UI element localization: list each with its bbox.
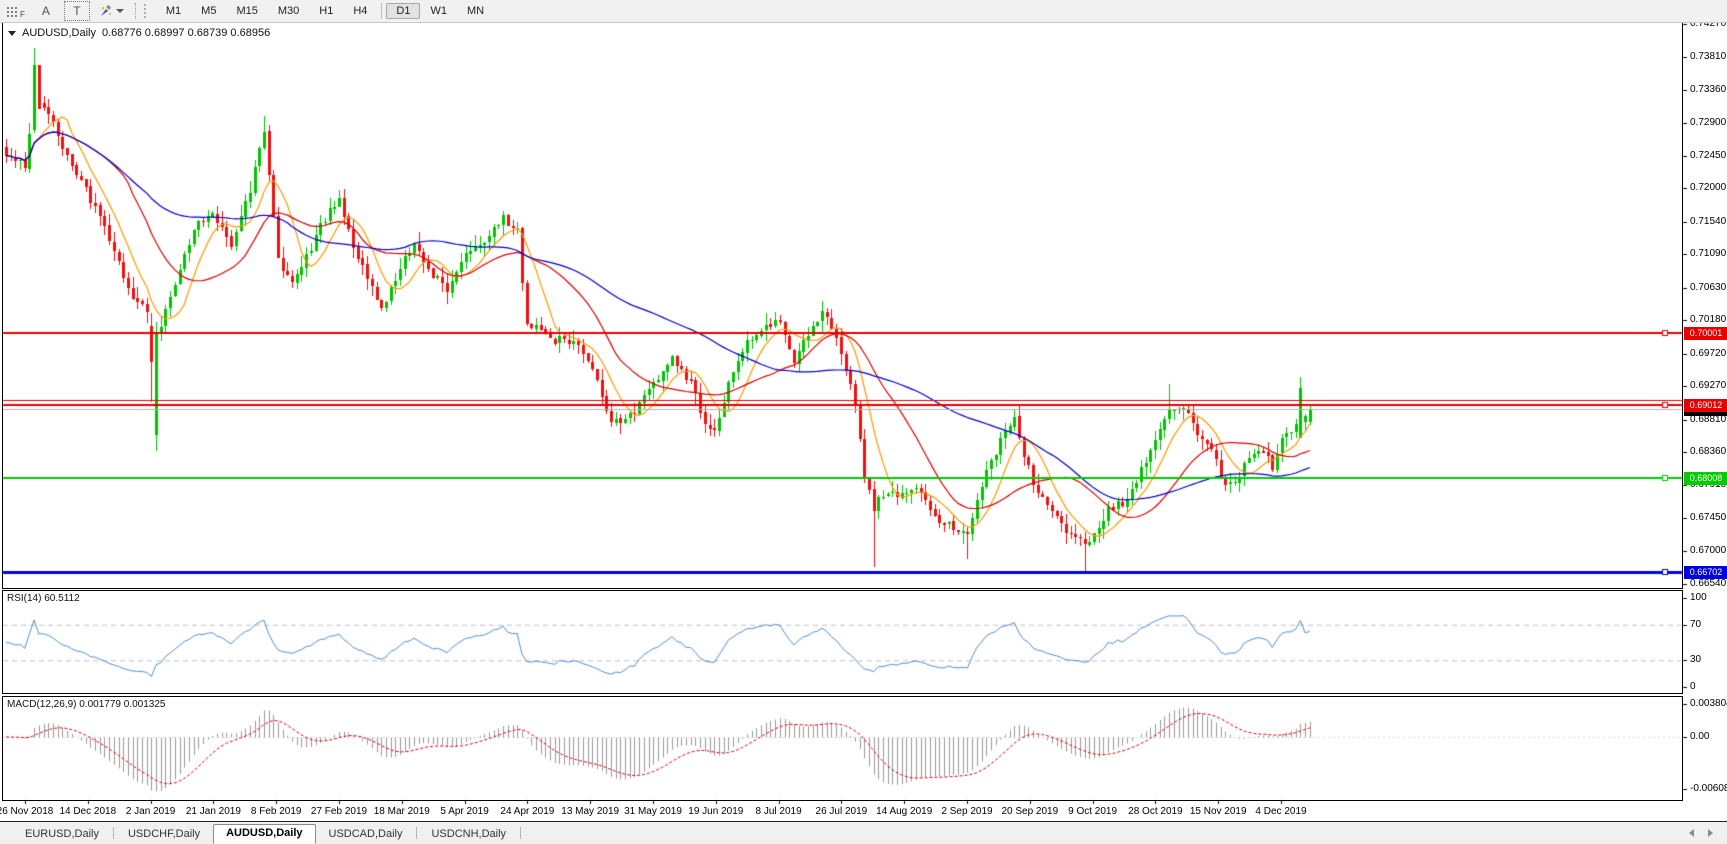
date-label: 15 Nov 2019 [1189, 806, 1247, 817]
date-label: 14 Dec 2018 [59, 806, 117, 817]
price-tick-label: 0.73810 [1690, 51, 1727, 63]
date-label: 2 Sep 2019 [941, 806, 993, 817]
timeframe-m1[interactable]: M1 [165, 5, 182, 17]
date-label: 21 Jan 2019 [185, 806, 241, 817]
timeframe-group-separator [381, 3, 383, 19]
rsi-tick-label: 0 [1690, 681, 1696, 692]
tab-usdchf-daily[interactable]: USDCHF,Daily [127, 828, 201, 840]
timeframe-d1[interactable]: D1 [386, 3, 421, 19]
toolbar-drag-handle[interactable] [143, 4, 150, 18]
text-box-tool-icon[interactable]: T [63, 1, 90, 21]
date-label: 8 Jul 2019 [755, 806, 802, 817]
dropdown-caret-icon[interactable] [115, 9, 124, 13]
price-tick-label: 0.71090 [1690, 248, 1727, 260]
textbox-tool-glyph: T [73, 4, 81, 18]
rsi-tick-label: 100 [1690, 592, 1707, 603]
price-tick-label: 0.74270 [1690, 18, 1727, 29]
macd-tick-label: -0.006087 [1690, 783, 1727, 795]
timeframe-mn[interactable]: MN [466, 5, 485, 17]
price-tick-label: 0.73360 [1690, 83, 1727, 95]
tab-eurusd-daily[interactable]: EURUSD,Daily [25, 828, 99, 840]
price-tick-label: 0.72000 [1690, 182, 1727, 194]
tab-usdcad-daily[interactable]: USDCAD,Daily [328, 828, 403, 840]
text-label-tool-icon[interactable]: A [34, 2, 58, 20]
date-label: 18 Mar 2019 [373, 806, 430, 817]
tab-scroll-left-icon[interactable] [1689, 829, 1694, 837]
symbol-tabs: EURUSD,Daily USDCHF,Daily AUDUSD,Daily USDC… [12, 824, 522, 844]
price-tick-label: 0.70180 [1690, 314, 1727, 326]
date-label: 27 Feb 2019 [310, 806, 368, 817]
timeframe-w1[interactable]: W1 [430, 5, 447, 17]
date-label: 26 Jul 2019 [815, 806, 868, 817]
price-tick-label: 0.69720 [1690, 347, 1727, 359]
date-label: 31 May 2019 [624, 806, 682, 817]
brush-tool-icon[interactable] [96, 2, 127, 20]
crosshair-label: F [20, 9, 25, 19]
timeframe-h4[interactable]: H4 [353, 5, 368, 17]
date-label: 9 Oct 2019 [1068, 806, 1118, 817]
text-tool-glyph: A [41, 4, 50, 18]
price-tick-label: 0.67450 [1690, 512, 1727, 524]
timeframe-toolbar: M1 M5 M15 M30 H1 H4 D1 W1 MN [156, 3, 494, 19]
hline-price-badge: 0.69012 [1684, 398, 1727, 412]
symbol-label: AUDUSD,Daily [22, 27, 96, 39]
crosshair-icon[interactable]: F [3, 2, 28, 20]
timeframe-m5[interactable]: M5 [201, 5, 217, 17]
date-label: 4 Dec 2019 [1255, 806, 1307, 817]
timeframe-m30[interactable]: M30 [277, 5, 300, 17]
price-tick-label: 0.69270 [1690, 380, 1727, 392]
tab-scroll-right-icon[interactable] [1708, 829, 1713, 837]
date-label: 14 Aug 2019 [876, 806, 933, 817]
tab-usdcnh-daily[interactable]: USDCNH,Daily [431, 828, 507, 840]
price-tick-label: 0.70630 [1690, 281, 1727, 293]
tab-separator [416, 827, 418, 839]
chart-toolbar: F A T M1 M5 M15 M30 H1 H4 D1 W1 MN [0, 0, 1727, 23]
date-label: 19 Jun 2019 [688, 806, 744, 817]
timeframe-m15[interactable]: M15 [236, 5, 258, 17]
date-label: 8 Feb 2019 [250, 806, 302, 817]
price-tick-label: 0.68360 [1690, 446, 1727, 458]
indicator-label-macd: MACD(12,26,9) 0.001779 0.001325 [7, 699, 166, 710]
hline-price-badge: 0.68008 [1684, 471, 1727, 485]
macd-tick-label: 0.00 [1690, 731, 1710, 742]
date-label: 26 Nov 2018 [0, 806, 54, 817]
grid-glyph [6, 5, 19, 17]
price-tick-label: 0.72900 [1690, 117, 1727, 129]
tab-scroll-arrows [1689, 829, 1713, 844]
price-tick-label: 0.67000 [1690, 544, 1727, 556]
rsi-tick-label: 70 [1690, 618, 1702, 630]
rsi-tick-label: 30 [1690, 654, 1702, 666]
indicator-label-rsi: RSI(14) 60.5112 [7, 593, 80, 604]
tab-separator [520, 827, 522, 839]
hline-price-badge: 0.70001 [1684, 327, 1727, 341]
symbol-tab-bar: EURUSD,Daily USDCHF,Daily AUDUSD,Daily USDC… [0, 822, 1727, 844]
timeframe-h1[interactable]: H1 [319, 5, 334, 17]
macd-tick-label: 0.003804 [1690, 698, 1727, 710]
brush-glyph [100, 4, 112, 16]
price-tick-label: 0.71540 [1690, 215, 1727, 227]
toolbar-separator [134, 3, 137, 19]
chart-title: AUDUSD,Daily 0.68776 0.68997 0.68739 0.6… [8, 27, 270, 39]
price-tick-label: 0.68810 [1690, 413, 1727, 425]
date-label: 2 Jan 2019 [125, 806, 176, 817]
price-tick-label: 0.66540 [1690, 578, 1727, 589]
ohlc-values: 0.68776 0.68997 0.68739 0.68956 [101, 27, 271, 39]
date-label: 24 Apr 2019 [500, 806, 555, 817]
symbol-dropdown-icon[interactable] [8, 30, 16, 36]
tab-separator [112, 827, 114, 839]
date-label: 28 Oct 2019 [1128, 806, 1183, 817]
tab-audusd-daily[interactable]: AUDUSD,Daily [213, 824, 316, 844]
hline-price-badge: 0.66702 [1684, 566, 1727, 580]
date-label: 20 Sep 2019 [1001, 806, 1059, 817]
date-label: 5 Apr 2019 [440, 806, 489, 817]
price-tick-label: 0.72450 [1690, 149, 1727, 161]
date-label: 13 May 2019 [561, 806, 620, 817]
